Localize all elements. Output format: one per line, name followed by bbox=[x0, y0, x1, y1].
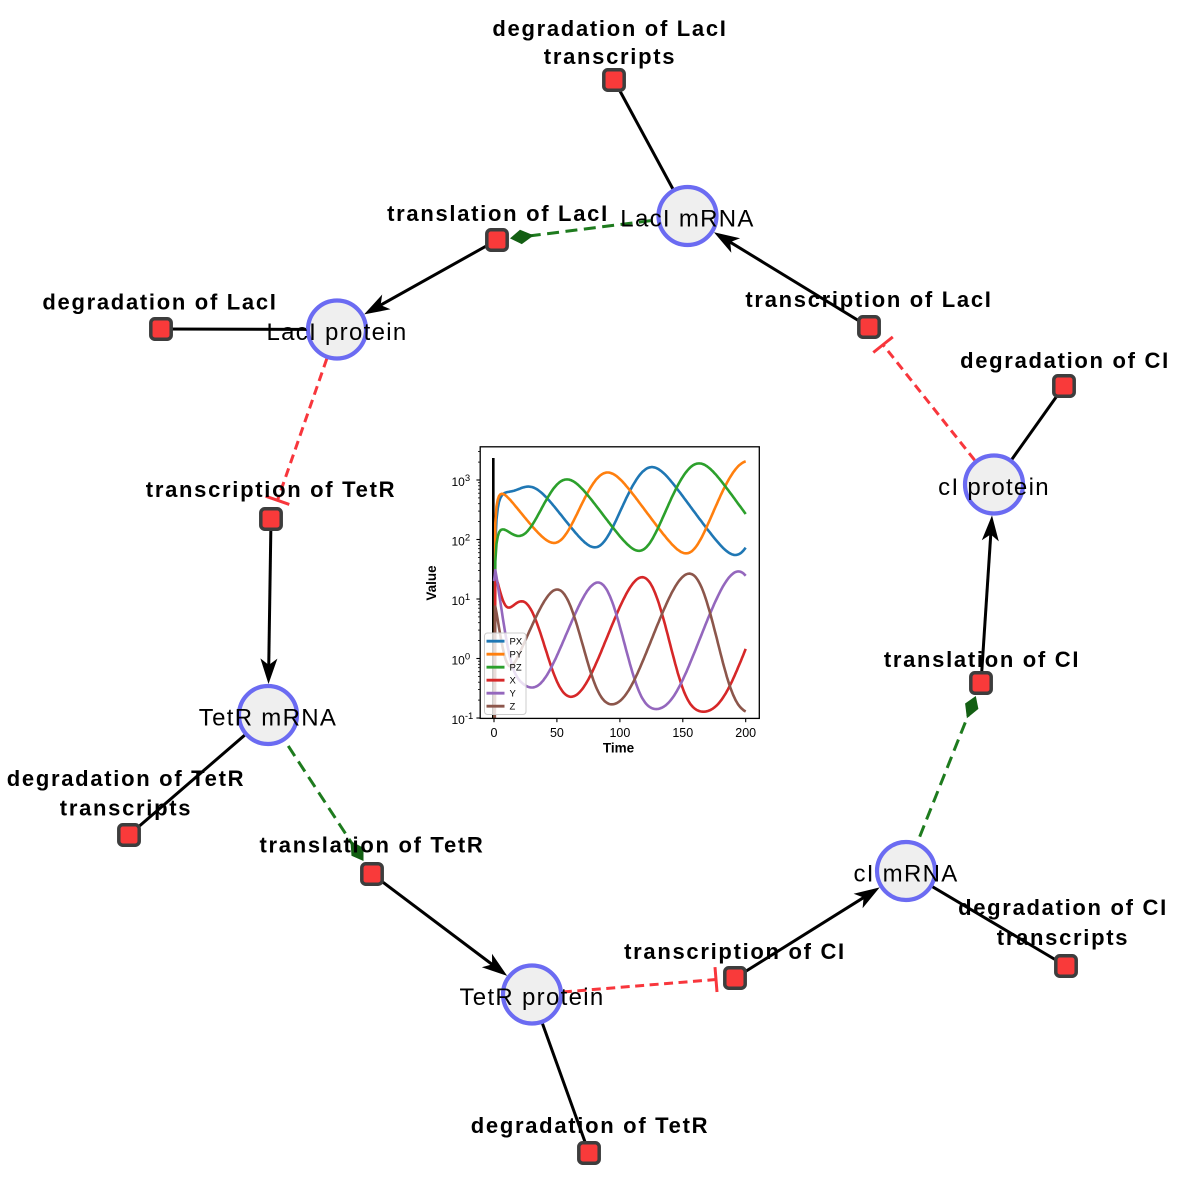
svg-text:translation of LacI: translation of LacI bbox=[387, 201, 609, 226]
svg-text:103: 103 bbox=[452, 473, 471, 489]
svg-text:translation of TetR: translation of TetR bbox=[259, 833, 484, 858]
svg-text:Z: Z bbox=[510, 702, 516, 713]
svg-text:PX: PX bbox=[510, 637, 523, 648]
svg-text:0: 0 bbox=[491, 726, 498, 740]
svg-text:X: X bbox=[510, 676, 517, 687]
svg-text:LacI protein: LacI protein bbox=[266, 319, 407, 346]
svg-text:TetR protein: TetR protein bbox=[460, 984, 605, 1011]
svg-text:degradation of CI: degradation of CI bbox=[960, 348, 1170, 373]
svg-text:Y: Y bbox=[510, 689, 517, 700]
svg-text:100: 100 bbox=[609, 726, 630, 740]
svg-text:transcripts: transcripts bbox=[997, 925, 1129, 950]
svg-text:LacI mRNA: LacI mRNA bbox=[620, 206, 754, 233]
svg-text:degradation of CI: degradation of CI bbox=[958, 895, 1168, 920]
svg-text:PY: PY bbox=[510, 650, 523, 661]
svg-text:transcription of TetR: transcription of TetR bbox=[146, 477, 396, 502]
svg-text:TetR mRNA: TetR mRNA bbox=[199, 705, 337, 732]
svg-text:cI protein: cI protein bbox=[938, 474, 1050, 501]
svg-text:transcription of CI: transcription of CI bbox=[624, 939, 846, 964]
svg-text:degradation of TetR: degradation of TetR bbox=[7, 766, 245, 791]
svg-text:transcripts: transcripts bbox=[60, 796, 192, 821]
svg-text:cI mRNA: cI mRNA bbox=[853, 861, 958, 888]
svg-text:100: 100 bbox=[452, 651, 471, 667]
svg-text:Value: Value bbox=[424, 565, 439, 601]
svg-text:translation of CI: translation of CI bbox=[884, 647, 1080, 672]
svg-text:50: 50 bbox=[550, 726, 564, 740]
svg-text:degradation of LacI: degradation of LacI bbox=[42, 290, 277, 315]
svg-text:Time: Time bbox=[603, 740, 635, 755]
svg-text:PZ: PZ bbox=[510, 663, 522, 674]
svg-text:degradation of TetR: degradation of TetR bbox=[471, 1113, 709, 1138]
svg-text:101: 101 bbox=[452, 592, 471, 608]
svg-text:degradation of LacI: degradation of LacI bbox=[492, 16, 727, 41]
svg-text:200: 200 bbox=[735, 726, 756, 740]
svg-text:150: 150 bbox=[672, 726, 693, 740]
svg-text:transcription of LacI: transcription of LacI bbox=[745, 287, 992, 312]
svg-text:10-1: 10-1 bbox=[452, 711, 474, 727]
svg-text:102: 102 bbox=[452, 532, 471, 548]
svg-text:transcripts: transcripts bbox=[544, 44, 676, 69]
